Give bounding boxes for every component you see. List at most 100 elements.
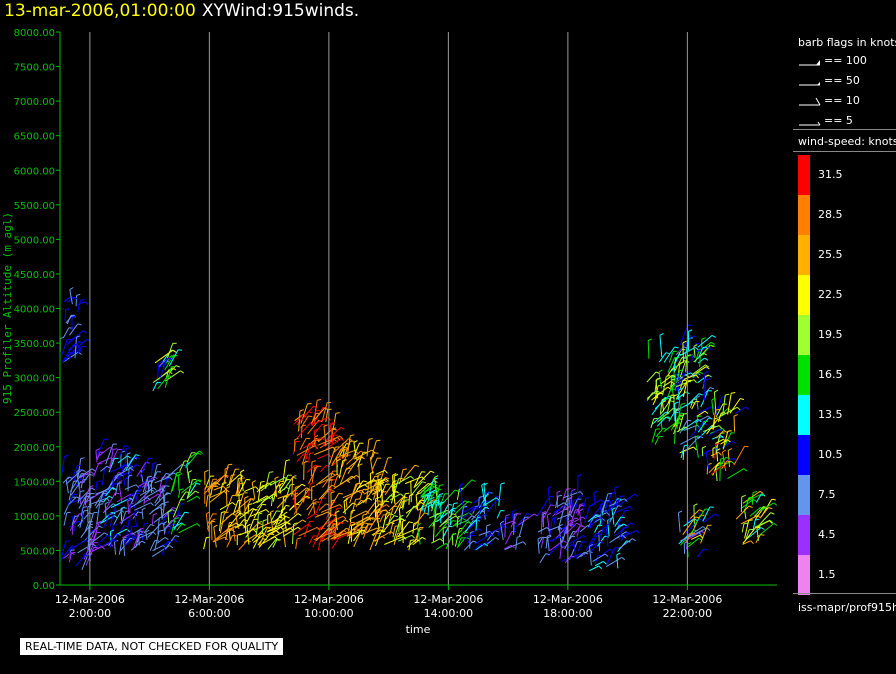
wind-barb-feather [107,534,112,538]
wind-barb-feather [620,516,625,519]
wind-barb [293,497,306,515]
wind-barb-feather [549,495,554,498]
wind-barb-feather [589,543,594,547]
wind-barb [361,515,364,535]
wind-barb [569,535,584,545]
wind-barb [682,516,696,535]
wind-barb-feather [679,361,685,364]
wind-barb-feather [80,457,85,460]
wind-barb [614,516,622,527]
wind-barb [296,453,305,463]
wind-barb [599,504,603,525]
wind-barb-feather [196,495,201,500]
wind-barb-feather [165,473,171,475]
wind-barb [159,358,168,378]
wind-barb [122,538,126,557]
wind-barb [420,495,430,510]
wind-barb-feather [175,535,180,538]
wind-barb-feather [547,512,552,516]
wind-barb-feather [678,510,683,514]
wind-barb-feather [410,539,415,541]
wind-barb-feather [104,501,110,505]
wind-barb-feather [773,523,778,526]
wind-barb [121,466,126,487]
speed-swatch [798,195,810,235]
wind-barb-feather [430,470,435,474]
wind-barb-feather [381,535,386,539]
wind-barb [250,509,267,517]
wind-barb-feather [399,514,404,518]
wind-barb [125,454,137,471]
wind-barb [157,360,166,368]
wind-barb [306,464,316,473]
wind-barb [318,503,327,511]
wind-barb-feather [317,399,322,401]
wind-barb-feather [647,338,653,341]
wind-barb-feather [616,552,621,556]
wind-barb [562,517,567,537]
wind-barb [318,484,333,501]
wind-barb [358,465,361,485]
wind-barb-feather [727,448,733,451]
wind-barb [302,437,322,449]
wind-barb-feather [656,390,661,394]
wind-barb [465,515,473,523]
wind-barb [238,540,248,551]
wind-barb [115,528,127,536]
wind-barb-feather [358,463,363,466]
wind-barb [379,484,387,498]
wind-barb-feather [622,535,627,539]
wind-barb [149,540,156,551]
wind-barb-feather [153,487,157,491]
wind-barb-feather [253,529,257,533]
wind-barb-feather [705,449,710,453]
wind-barb-feather [568,496,573,499]
wind-barb [68,552,72,563]
wind-barb [65,469,83,485]
wind-chart: 0.00 500.00 1000.00 1500.00 2000.00 2500.00 30… [1,28,778,634]
wind-barb-feather [171,508,176,512]
wind-barb-feather [90,495,95,499]
wind-barb [315,527,329,542]
y-tick-label: 4000.00 [14,305,55,316]
wind-barb-feather [282,514,287,518]
wind-barb [249,519,255,530]
wind-barb [185,452,198,469]
wind-barb-feather [292,475,297,478]
wind-barb [343,440,351,458]
wind-barb-feather [121,538,127,541]
wind-barb-feather [72,514,77,518]
wind-barb [562,488,567,501]
wind-barb [685,355,688,374]
wind-barb [317,428,334,443]
wind-barb [428,511,444,528]
y-tick-label: 1000.00 [14,512,55,523]
wind-barb [434,521,448,538]
wind-barb-feather [163,521,168,524]
wind-barb [456,489,460,500]
wind-barb [338,460,344,479]
wind-barb [454,500,469,515]
wind-barb-feather [85,495,90,498]
wind-barb-feather [605,523,610,526]
wind-barb [172,522,182,529]
wind-barb [549,536,560,542]
wind-barb [306,513,316,520]
wind-barb [740,515,758,525]
wind-barb [320,488,331,500]
wind-barb-feather [679,369,684,371]
wind-barb [685,533,692,544]
wind-barb-feather [606,512,611,516]
wind-barb [277,478,288,493]
wind-barb [618,538,633,550]
wind-barb-feather [693,446,697,451]
wind-barb [283,477,294,491]
wind-barb-feather [622,523,627,527]
wind-barb [100,465,108,472]
wind-barb [244,486,256,493]
wind-barb [615,523,624,531]
wind-barb-feather [666,375,671,377]
barb-flag-full: == 10 [798,94,860,107]
wind-barb [694,416,699,431]
wind-barb-feather [652,392,657,394]
